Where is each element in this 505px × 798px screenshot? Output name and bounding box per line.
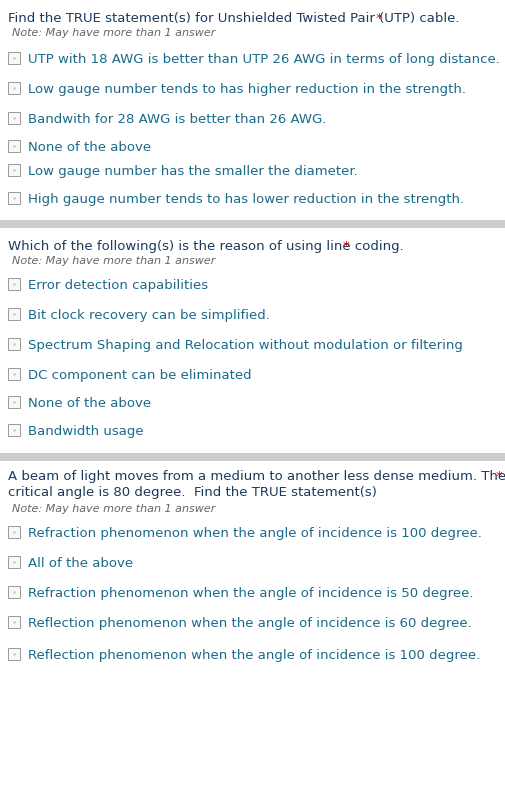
Bar (8, 308, 20, 320)
Bar (8, 338, 20, 350)
Bar (8, 82, 20, 94)
Text: Note: May have more than 1 answer: Note: May have more than 1 answer (12, 504, 215, 514)
Text: Note: May have more than 1 answer: Note: May have more than 1 answer (12, 28, 215, 38)
Text: Error detection capabilities: Error detection capabilities (28, 279, 208, 292)
Bar (8, 112, 20, 124)
Text: *: * (342, 240, 349, 253)
Text: Low gauge number has the smaller the diameter.: Low gauge number has the smaller the dia… (28, 165, 357, 178)
Bar (8, 616, 20, 628)
Text: Bit clock recovery can be simplified.: Bit clock recovery can be simplified. (28, 309, 269, 322)
Text: Spectrum Shaping and Relocation without modulation or filtering: Spectrum Shaping and Relocation without … (28, 339, 462, 352)
Bar (8, 52, 20, 64)
Text: Low gauge number tends to has higher reduction in the strength.: Low gauge number tends to has higher red… (28, 83, 465, 96)
Text: UTP with 18 AWG is better than UTP 26 AWG in terms of long distance.: UTP with 18 AWG is better than UTP 26 AW… (28, 53, 499, 66)
Text: Refraction phenomenon when the angle of incidence is 100 degree.: Refraction phenomenon when the angle of … (28, 527, 481, 540)
Bar (8, 424, 20, 436)
Bar (0, 453, 505, 461)
Bar (8, 164, 20, 176)
Text: Which of the following(s) is the reason of using line coding.: Which of the following(s) is the reason … (8, 240, 407, 253)
Text: All of the above: All of the above (28, 557, 133, 570)
Text: Find the TRUE statement(s) for Unshielded Twisted Pair (UTP) cable.: Find the TRUE statement(s) for Unshielde… (8, 12, 463, 25)
Bar (8, 278, 20, 290)
Text: A beam of light moves from a medium to another less dense medium. The: A beam of light moves from a medium to a… (8, 470, 505, 483)
Text: Reflection phenomenon when the angle of incidence is 100 degree.: Reflection phenomenon when the angle of … (28, 649, 479, 662)
Bar (8, 556, 20, 568)
Bar (8, 586, 20, 598)
Text: Reflection phenomenon when the angle of incidence is 60 degree.: Reflection phenomenon when the angle of … (28, 617, 471, 630)
Bar (8, 140, 20, 152)
Bar (8, 648, 20, 660)
Bar (8, 368, 20, 380)
Bar (8, 192, 20, 204)
Text: Note: May have more than 1 answer: Note: May have more than 1 answer (12, 256, 215, 266)
Text: None of the above: None of the above (28, 141, 151, 154)
Text: DC component can be eliminated: DC component can be eliminated (28, 369, 251, 382)
Text: *: * (495, 470, 502, 483)
Text: Bandwith for 28 AWG is better than 26 AWG.: Bandwith for 28 AWG is better than 26 AW… (28, 113, 326, 126)
Text: Bandwidth usage: Bandwidth usage (28, 425, 143, 438)
Text: critical angle is 80 degree.  Find the TRUE statement(s): critical angle is 80 degree. Find the TR… (8, 486, 376, 499)
Text: None of the above: None of the above (28, 397, 151, 410)
Bar (0, 220, 505, 228)
Text: *: * (375, 12, 381, 25)
Text: High gauge number tends to has lower reduction in the strength.: High gauge number tends to has lower red… (28, 193, 463, 206)
Bar (8, 526, 20, 538)
Bar (8, 396, 20, 408)
Text: Refraction phenomenon when the angle of incidence is 50 degree.: Refraction phenomenon when the angle of … (28, 587, 473, 600)
